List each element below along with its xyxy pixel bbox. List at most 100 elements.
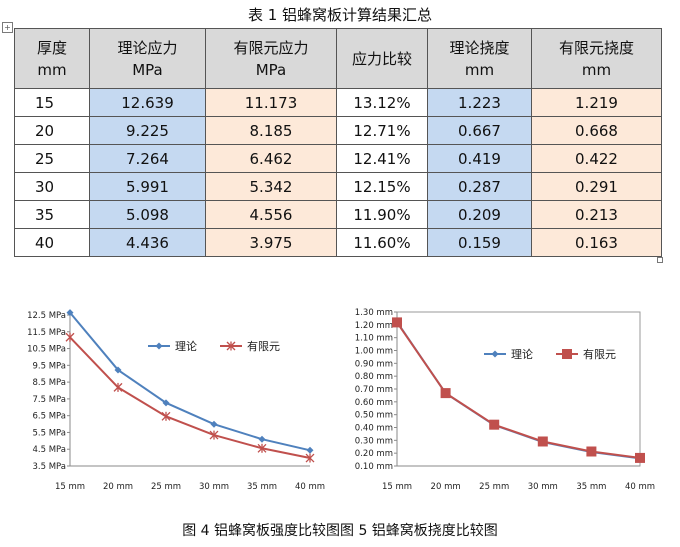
table-cell: 12.639	[89, 88, 206, 117]
table-cell: 5.991	[89, 172, 206, 201]
table-cell: 0.291	[531, 172, 662, 201]
table-row: 25 7.264 6.462 12.41% 0.419 0.422	[14, 144, 662, 173]
data-point-1-3	[209, 430, 219, 440]
y-tick-label: 10.5 MPa	[27, 345, 66, 355]
table-cell: 5.098	[89, 200, 206, 229]
table-cell: 0.668	[531, 116, 662, 145]
table-row: 20 9.225 8.185 12.71% 0.667 0.668	[14, 116, 662, 145]
legend-marker	[155, 342, 163, 350]
legend-marker	[491, 350, 499, 358]
table-cell: 20	[14, 116, 90, 145]
data-point-1-5	[305, 453, 315, 463]
y-tick-label: 6.5 MPa	[32, 412, 66, 422]
table-row: 15 12.639 11.173 13.12% 1.223 1.219	[14, 88, 662, 117]
header-fem-stress: 有限元应力 MPa	[205, 28, 337, 89]
table-cell: 0.667	[427, 116, 532, 145]
table-cell: 12.41%	[336, 144, 428, 173]
data-point-1-3	[537, 436, 548, 447]
table-cell: 0.422	[531, 144, 662, 173]
legend-label: 理论	[175, 339, 197, 353]
y-tick-label: 1.30 mm	[355, 308, 393, 318]
y-tick-label: 0.60 mm	[355, 398, 393, 408]
legend-marker	[226, 341, 236, 351]
table-cell: 4.556	[205, 200, 337, 229]
table-cell: 13.12%	[336, 88, 428, 117]
y-tick-label: 12.5 MPa	[27, 311, 66, 321]
stress-comparison-chart: 12.5 MPa 11.5 MPa 10.5 MPa 9.5 MPa 8.5 MPa 7.…	[27, 309, 325, 492]
table-cell: 25	[14, 144, 90, 173]
y-tick-label: 3.5 MPa	[32, 462, 66, 472]
x-tick-label: 30 mm	[199, 482, 229, 492]
y-tick-label: 0.20 mm	[355, 449, 393, 459]
data-point-0-1	[114, 366, 122, 374]
data-point-1-0	[392, 317, 402, 328]
table-cell: 40	[14, 228, 90, 257]
table-cell: 0.287	[427, 172, 532, 201]
series-line-0	[69, 312, 311, 452]
legend-label: 有限元	[247, 339, 280, 353]
x-tick-label: 25 mm	[151, 482, 181, 492]
figure-caption: 图 4 铝蜂窝板强度比较图图 5 铝蜂窝板挠度比较图	[182, 523, 498, 539]
table-row: 40 4.436 3.975 11.60% 0.159 0.163	[14, 228, 662, 257]
x-tick-label: 40 mm	[625, 482, 655, 492]
y-tick-label: 7.5 MPa	[32, 395, 66, 405]
table-cell: 35	[14, 200, 90, 229]
x-tick-label: 35 mm	[576, 482, 606, 492]
data-point-0-2	[162, 399, 170, 407]
table-cell: 7.264	[89, 144, 206, 173]
table-cell: 3.975	[205, 228, 337, 257]
y-tick-label: 5.5 MPa	[32, 428, 66, 438]
y-tick-label: 1.20 mm	[355, 321, 393, 331]
y-tick-label: 0.90 mm	[355, 359, 393, 369]
y-tick-label: 1.00 mm	[355, 347, 393, 357]
header-fem-deflection: 有限元挠度 mm	[531, 28, 662, 89]
table-cell: 11.90%	[336, 200, 428, 229]
data-point-0-5	[306, 446, 314, 454]
header-thickness: 厚度 mm	[14, 28, 90, 89]
data-point-0-4	[258, 435, 266, 443]
table-cell: 12.15%	[336, 172, 428, 201]
y-tick-label: 11.5 MPa	[27, 328, 66, 338]
y-tick-label: 4.5 MPa	[32, 445, 66, 455]
legend-label: 有限元	[583, 347, 616, 361]
table-header-row: 厚度 mm 理论应力 MPa 有限元应力 MPa 应力比较 理论挠度 mm 有限元挠度 m…	[14, 28, 662, 89]
x-tick-label: 40 mm	[295, 482, 325, 492]
y-tick-label: 0.10 mm	[355, 462, 393, 472]
table-cell: 0.163	[531, 228, 662, 257]
data-point-1-5	[635, 452, 645, 463]
header-theory-deflection: 理论挠度 mm	[427, 28, 532, 89]
table-cell: 15	[14, 88, 90, 117]
y-tick-label: 8.5 MPa	[32, 378, 66, 388]
x-tick-label: 30 mm	[528, 482, 558, 492]
deflection-comparison-chart: 1.30 mm 1.20 mm 1.10 mm 1.00 mm 0.90 mm 0.80 …	[355, 308, 655, 492]
data-point-1-1	[113, 382, 123, 392]
data-point-1-4	[257, 443, 267, 453]
table-cell: 11.60%	[336, 228, 428, 257]
x-tick-label: 15 mm	[382, 482, 412, 492]
x-tick-label: 20 mm	[431, 482, 461, 492]
y-tick-label: 0.50 mm	[355, 411, 393, 421]
x-tick-label: 25 mm	[479, 482, 509, 492]
data-point-0-0	[66, 309, 74, 317]
y-tick-label: 1.10 mm	[355, 334, 393, 344]
data-point-1-2	[161, 411, 171, 421]
table-cell: 5.342	[205, 172, 337, 201]
x-tick-label: 20 mm	[103, 482, 133, 492]
table-title: 表 1 铝蜂窝板计算结果汇总	[247, 6, 433, 24]
series-line-0	[396, 321, 641, 460]
legend-marker	[562, 349, 572, 359]
table-row: 35 5.098 4.556 11.90% 0.209 0.213	[14, 200, 662, 229]
table-cell: 11.173	[205, 88, 337, 117]
header-theory-stress: 理论应力 MPa	[89, 28, 206, 89]
table-cell: 30	[14, 172, 90, 201]
plot-area-border	[396, 311, 641, 467]
table-move-handle-icon[interactable]: +	[2, 22, 13, 33]
y-tick-label: 0.30 mm	[355, 436, 393, 446]
data-point-1-1	[440, 388, 451, 399]
table-cell: 6.462	[205, 144, 337, 173]
results-table: 厚度 mm 理论应力 MPa 有限元应力 MPa 应力比较 理论挠度 mm 有限元挠度 m…	[14, 28, 662, 257]
x-tick-label: 35 mm	[247, 482, 277, 492]
table-resize-handle[interactable]	[657, 257, 663, 263]
y-tick-label: 0.40 mm	[355, 424, 393, 434]
table-row: 30 5.991 5.342 12.15% 0.287 0.291	[14, 172, 662, 201]
